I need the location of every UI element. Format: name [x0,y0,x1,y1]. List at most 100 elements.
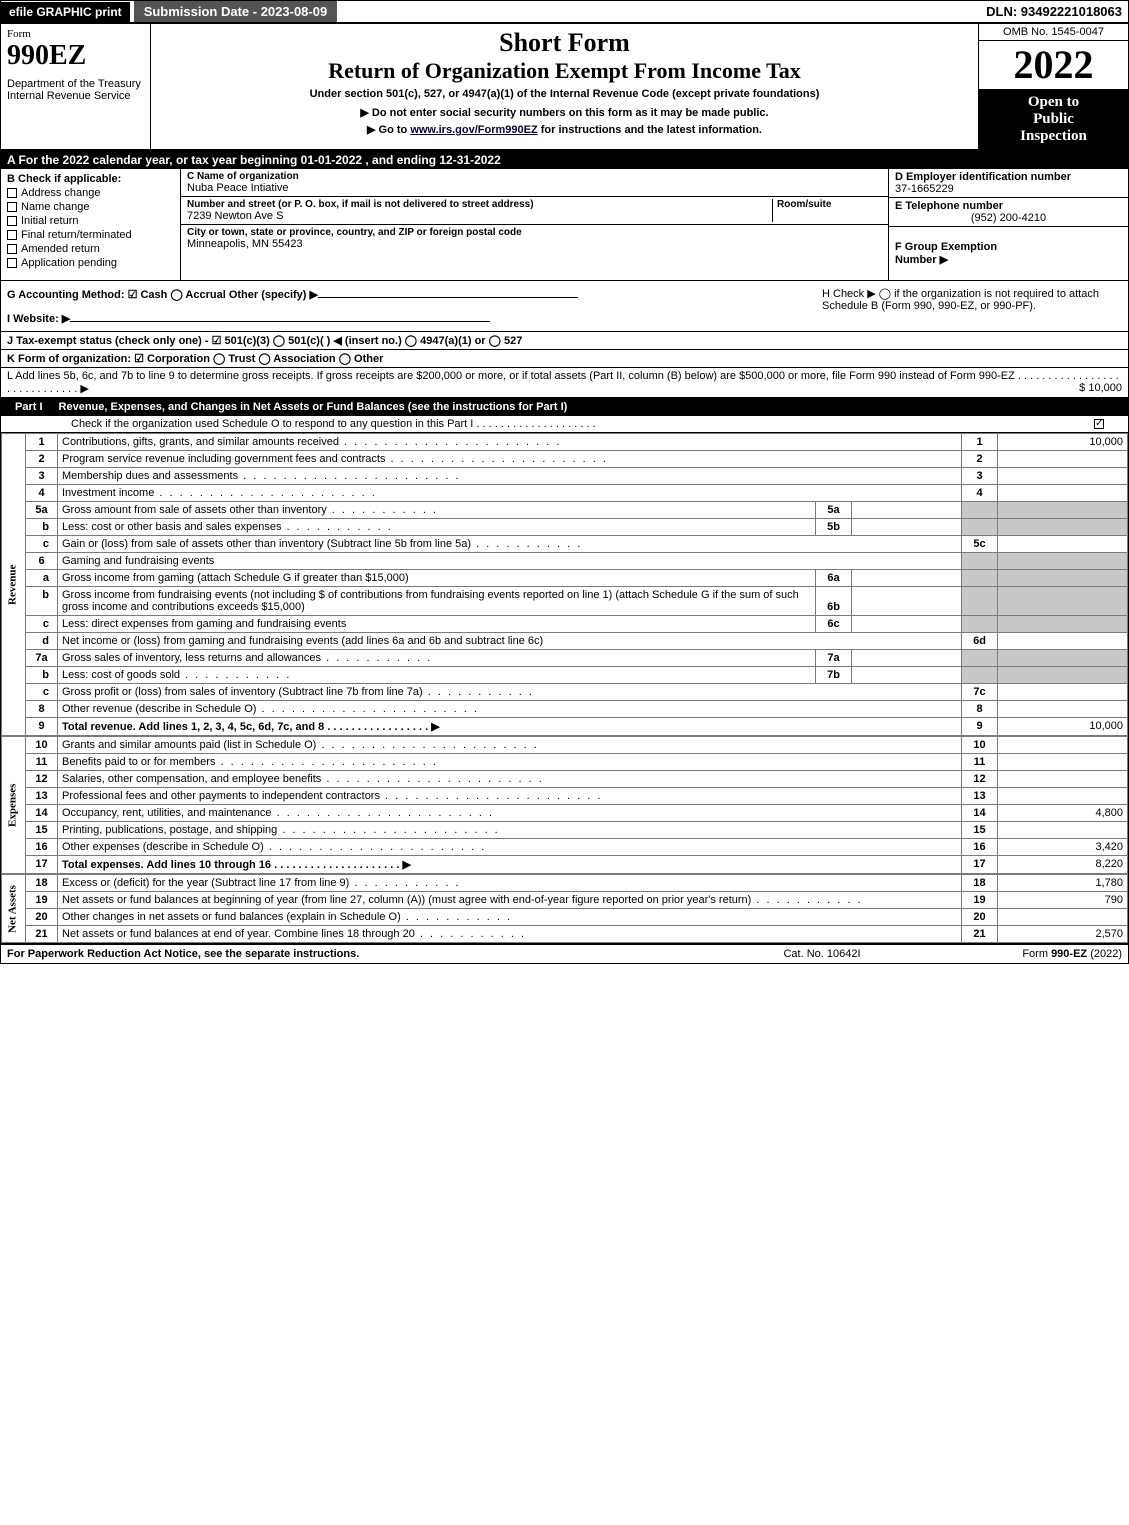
c-city-label: City or town, state or province, country… [187,227,882,238]
desc: Printing, publications, postage, and shi… [58,822,962,839]
minival [852,616,962,633]
row-16: 16Other expenses (describe in Schedule O… [2,839,1128,856]
val-grey [998,553,1128,570]
minival [852,587,962,616]
part1-title: Revenue, Expenses, and Changes in Net As… [59,401,1122,413]
form-990ez-page: efile GRAPHIC print Submission Date - 20… [0,0,1129,964]
val: 790 [998,892,1128,909]
ln: 12 [26,771,58,788]
g-blank [318,287,578,298]
val [998,701,1128,718]
num-grey [962,570,998,587]
row-20: 20Other changes in net assets or fund ba… [2,909,1128,926]
footer-left: For Paperwork Reduction Act Notice, see … [7,948,722,960]
val-grey [998,570,1128,587]
dln: DLN: 93492221018063 [986,4,1128,19]
chk-final-label: Final return/terminated [21,229,132,241]
l-gross-receipts: L Add lines 5b, 6c, and 7b to line 9 to … [1,367,1128,397]
chk-final[interactable]: Final return/terminated [7,229,174,241]
gi-left: G Accounting Method: ☑ Cash ◯ Accrual Ot… [7,287,822,325]
chk-address-label: Address change [21,187,101,199]
chk-initial[interactable]: Initial return [7,215,174,227]
topbar: efile GRAPHIC print Submission Date - 20… [1,1,1128,24]
val [998,737,1128,754]
desc: Other revenue (describe in Schedule O) [58,701,962,718]
g-text: G Accounting Method: ☑ Cash ◯ Accrual Ot… [7,289,318,301]
side-netassets: Net Assets [2,875,26,943]
l-amount: $ 10,000 [1079,382,1122,394]
mini: 5a [816,502,852,519]
row-addr: Number and street (or P. O. box, if mail… [181,197,888,225]
desc: Other expenses (describe in Schedule O) [58,839,962,856]
val-grey [998,519,1128,536]
i-website: I Website: ▶ [7,311,822,325]
num-grey [962,587,998,616]
subtitle-3: ▶ Go to www.irs.gov/Form990EZ for instru… [159,123,970,136]
row-5a: 5a Gross amount from sale of assets othe… [2,502,1128,519]
part1-checkbox[interactable] [1094,418,1108,430]
desc: Total revenue. Add lines 1, 2, 3, 4, 5c,… [58,718,962,736]
num: 14 [962,805,998,822]
form-header: Form 990EZ Department of the Treasury In… [1,24,1128,151]
chk-amended[interactable]: Amended return [7,243,174,255]
d-label: D Employer identification number [895,171,1122,183]
netassets-table: Net Assets 18 Excess or (deficit) for th… [1,874,1128,943]
irs-link[interactable]: www.irs.gov/Form990EZ [410,124,537,136]
chk-address[interactable]: Address change [7,187,174,199]
row-6d: d Net income or (loss) from gaming and f… [2,633,1128,650]
row-5b: b Less: cost or other basis and sales ex… [2,519,1128,536]
ln: 20 [26,909,58,926]
expenses-table: Expenses 10 Grants and similar amounts p… [1,736,1128,874]
ln: c [26,684,58,701]
chk-name[interactable]: Name change [7,201,174,213]
num: 13 [962,788,998,805]
num: 7c [962,684,998,701]
val [998,468,1128,485]
desc: Excess or (deficit) for the year (Subtra… [58,875,962,892]
minival [852,519,962,536]
val [998,536,1128,553]
num-grey [962,553,998,570]
desc: Gross profit or (loss) from sales of inv… [58,684,962,701]
num: 20 [962,909,998,926]
row-17: 17Total expenses. Add lines 10 through 1… [2,856,1128,874]
row-1: Revenue 1 Contributions, gifts, grants, … [2,434,1128,451]
row-12: 12Salaries, other compensation, and empl… [2,771,1128,788]
desc: Net assets or fund balances at beginning… [58,892,962,909]
chk-amended-label: Amended return [21,243,100,255]
footer-mid: Cat. No. 10642I [722,948,922,960]
desc: Gross income from gaming (attach Schedul… [58,570,816,587]
chk-pending[interactable]: Application pending [7,257,174,269]
desc: Less: cost of goods sold [58,667,816,684]
hdr-left: Form 990EZ Department of the Treasury In… [1,24,151,149]
e-val: (952) 200-4210 [895,212,1122,224]
num: 12 [962,771,998,788]
ln: a [26,570,58,587]
num: 16 [962,839,998,856]
minival [852,650,962,667]
part1-num: Part I [7,401,51,413]
col-c: C Name of organization Nuba Peace Intiat… [181,169,888,280]
ln: b [26,519,58,536]
f-label: F Group Exemption Number ▶ [895,241,1122,266]
desc: Less: direct expenses from gaming and fu… [58,616,816,633]
val [998,485,1128,502]
ln: 7a [26,650,58,667]
g-accounting: G Accounting Method: ☑ Cash ◯ Accrual Ot… [7,287,822,301]
part1-sub-text: Check if the organization used Schedule … [71,418,596,430]
mini: 5b [816,519,852,536]
val-grey [998,650,1128,667]
open-public: Open to Public Inspection [979,90,1128,149]
ln: c [26,536,58,553]
desc: Gross sales of inventory, less returns a… [58,650,816,667]
val: 2,570 [998,926,1128,943]
row-2: 2 Program service revenue including gove… [2,451,1128,468]
mini: 7a [816,650,852,667]
d-val: 37-1665229 [895,183,1122,195]
row-13: 13Professional fees and other payments t… [2,788,1128,805]
desc: Investment income [58,485,962,502]
section-g-h-i: G Accounting Method: ☑ Cash ◯ Accrual Ot… [1,281,1128,331]
chk-name-label: Name change [21,201,90,213]
row-15: 15Printing, publications, postage, and s… [2,822,1128,839]
num: 2 [962,451,998,468]
